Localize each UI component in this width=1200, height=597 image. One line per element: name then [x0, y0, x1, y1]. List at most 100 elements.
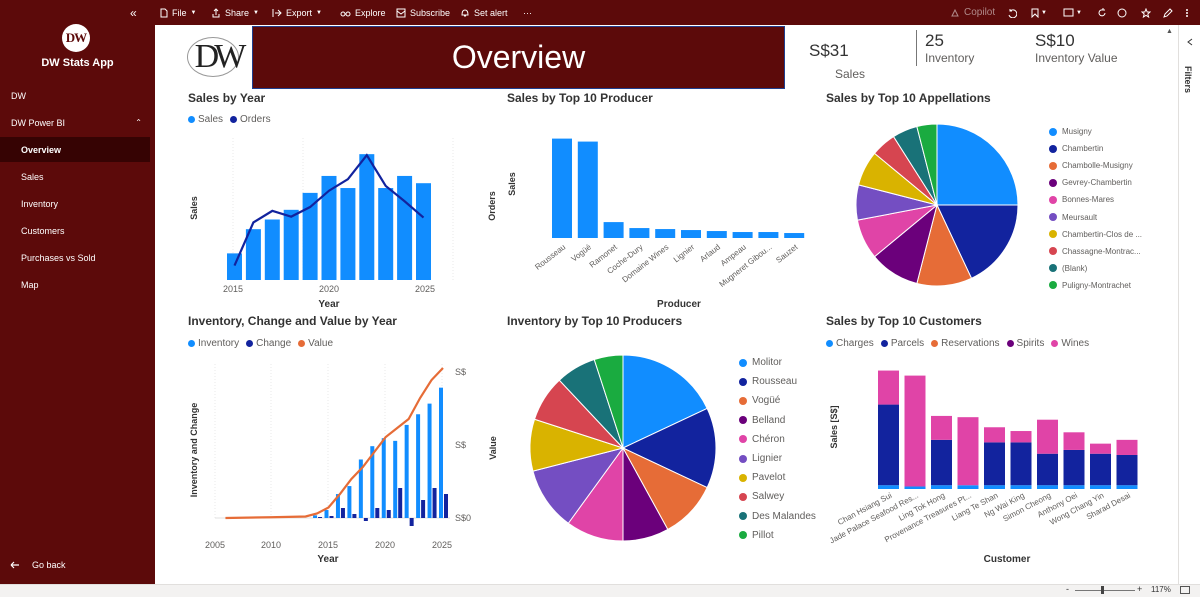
- toolbar: File ▼ Share ▼ Export ▼ Explore Subscribe S…: [155, 0, 1200, 25]
- sales-by-year-chart[interactable]: 2015 2020 2025 Year Sales: [185, 128, 460, 313]
- legend-item[interactable]: Reservations: [931, 338, 1000, 349]
- filters-pane[interactable]: [1178, 25, 1200, 584]
- legend-item[interactable]: Inventory: [188, 338, 239, 349]
- bar: [758, 232, 779, 238]
- refresh-button[interactable]: [1097, 0, 1107, 25]
- legend-item[interactable]: Charges: [826, 338, 874, 349]
- legend-item[interactable]: Chambertin-Clos de ...: [1049, 226, 1142, 243]
- sales-by-appellation-pie[interactable]: [850, 122, 1025, 297]
- filters-label[interactable]: Filters: [1183, 66, 1193, 94]
- bar: [681, 230, 701, 238]
- legend-dot: [1006, 340, 1014, 347]
- nav-item-map[interactable]: Map: [0, 272, 150, 297]
- pie-slice: [621, 407, 717, 489]
- legend-item[interactable]: Pillot: [739, 526, 816, 545]
- legend-item[interactable]: Pavelot: [739, 468, 816, 487]
- zoom-level: 117%: [1151, 585, 1171, 594]
- legend-item[interactable]: Change: [246, 338, 291, 349]
- legend-label: Bonnes-Mares: [1062, 195, 1115, 205]
- chevron-down-icon: ▼: [253, 9, 259, 16]
- legend-item[interactable]: Chambertin: [1049, 140, 1142, 157]
- legend-item[interactable]: Parcels: [880, 338, 924, 349]
- fit-to-page-icon[interactable]: [1180, 586, 1190, 594]
- legend-label: Chambertin: [1062, 144, 1104, 154]
- legend-dot: [1051, 340, 1059, 347]
- x-tick-label: 2010: [261, 540, 281, 550]
- y-axis-label: Value: [488, 436, 498, 460]
- edit-button[interactable]: [1163, 0, 1173, 25]
- legend-item[interactable]: Des Malandes: [739, 507, 816, 526]
- nav-item-overview[interactable]: Overview: [0, 137, 150, 162]
- scroll-up-icon[interactable]: ▲: [1166, 28, 1173, 35]
- share-menu[interactable]: Share ▼: [211, 0, 259, 25]
- nav-item-purchases-vs-sold[interactable]: Purchases vs Sold: [0, 245, 150, 270]
- legend-item[interactable]: Lignier: [739, 449, 816, 468]
- legend-label: Chassagne-Montrac...: [1062, 246, 1141, 256]
- collapse-sidebar-icon[interactable]: «: [130, 6, 137, 20]
- chevron-left-icon[interactable]: [1186, 38, 1194, 46]
- nav-item-dw[interactable]: DW: [0, 83, 150, 108]
- zoom-slider[interactable]: [1075, 590, 1135, 591]
- chevron-down-icon: ▼: [316, 9, 322, 16]
- legend-label: Meursault: [1062, 212, 1098, 222]
- legend-item[interactable]: Wines: [1051, 338, 1089, 349]
- reset-button[interactable]: [1007, 0, 1017, 25]
- nav-item-dw-power-bi[interactable]: DW Power BI ⌃: [0, 110, 150, 135]
- legend-sales-by-year: Sales Orders: [188, 114, 271, 125]
- more-vertical-icon: [1186, 8, 1188, 17]
- stacked-bar-segment: [1037, 485, 1058, 489]
- legend-item[interactable]: Value: [298, 338, 333, 349]
- legend-item[interactable]: Sales: [188, 114, 223, 125]
- stacked-bar-segment: [1010, 442, 1032, 486]
- subscribe-button[interactable]: Subscribe: [396, 0, 450, 25]
- legend-item[interactable]: Musigny: [1049, 123, 1142, 140]
- inventory-by-producer-pie[interactable]: Value: [485, 350, 725, 550]
- inner-axis-label: Sales: [507, 172, 517, 196]
- nav-item-customers[interactable]: Customers: [0, 218, 150, 243]
- favorite-button[interactable]: [1141, 0, 1151, 25]
- bar: [378, 188, 394, 280]
- legend-item[interactable]: (Blank): [1049, 260, 1142, 277]
- legend-item[interactable]: Bonnes-Mares: [1049, 191, 1142, 208]
- export-label: Export: [286, 7, 313, 18]
- pencil-icon: [1163, 7, 1173, 18]
- bookmark-button[interactable]: ▼: [1031, 0, 1047, 25]
- inventory-change-value-chart[interactable]: 2005 2010 2015 2020 2025 Year Inventory and Ch…: [185, 352, 475, 567]
- set-alert-button[interactable]: Set alert: [460, 0, 508, 25]
- legend-item[interactable]: Vogüé: [739, 391, 816, 410]
- more-actions-button[interactable]: [1185, 0, 1189, 25]
- star-icon: [1141, 7, 1151, 18]
- legend-item[interactable]: Gevrey-Chambertin: [1049, 174, 1142, 191]
- view-button[interactable]: ▼: [1063, 0, 1082, 25]
- view-icon: [1063, 8, 1074, 17]
- zoom-slider-thumb[interactable]: [1101, 586, 1104, 594]
- more-options-button[interactable]: ···: [523, 0, 532, 25]
- legend-item[interactable]: Chambolle-Musigny: [1049, 157, 1142, 174]
- nav-item-inventory[interactable]: Inventory: [0, 191, 150, 216]
- legend-item[interactable]: Rousseau: [739, 372, 816, 391]
- legend-dot: [1049, 281, 1057, 290]
- legend-item[interactable]: Salwey: [739, 487, 816, 506]
- copilot-button[interactable]: Copilot: [950, 0, 995, 25]
- zoom-out-button[interactable]: -: [1066, 584, 1069, 594]
- legend-item[interactable]: Chassagne-Montrac...: [1049, 243, 1142, 260]
- legend-item[interactable]: Molitor: [739, 353, 816, 372]
- nav-item-sales[interactable]: Sales: [0, 164, 150, 189]
- zoom-in-button[interactable]: +: [1137, 584, 1143, 594]
- explore-button[interactable]: Explore: [340, 0, 386, 25]
- legend-item[interactable]: Belland: [739, 411, 816, 430]
- export-menu[interactable]: Export ▼: [272, 0, 322, 25]
- legend-item[interactable]: Chéron: [739, 430, 816, 449]
- file-menu[interactable]: File ▼: [160, 0, 196, 25]
- legend-item[interactable]: Puligny-Montrachet: [1049, 277, 1142, 294]
- vertical-scrollbar[interactable]: [1164, 26, 1178, 584]
- legend-item[interactable]: Meursault: [1049, 208, 1142, 225]
- legend-item[interactable]: Orders: [230, 114, 271, 125]
- comment-button[interactable]: [1117, 0, 1127, 25]
- x-tick-label: 2025: [432, 540, 452, 550]
- go-back-button[interactable]: Go back: [10, 560, 66, 570]
- chevron-up-icon: ⌃: [135, 118, 142, 127]
- legend-item[interactable]: Spirits: [1006, 338, 1044, 349]
